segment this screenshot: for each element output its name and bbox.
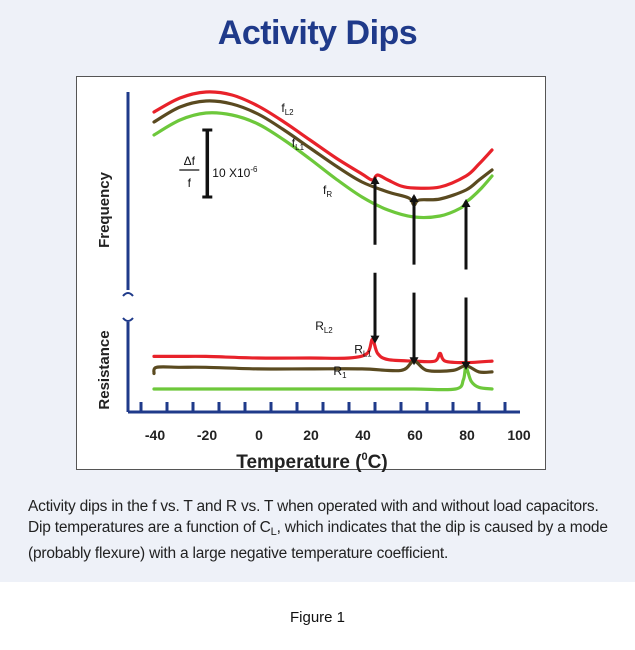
- resistance-line-RL1: [152, 359, 494, 376]
- caption-subscript: L: [270, 526, 277, 538]
- frequency-line-fL2: [152, 90, 494, 190]
- y-axis-label-resistance: Resistance: [96, 330, 113, 409]
- x-tick-label: 60: [407, 427, 423, 443]
- scale-bar-f: f: [188, 176, 192, 190]
- x-axis-label: Temperature (0C): [236, 451, 387, 473]
- caption-text-start: Activity dips in the f vs. T and R vs. T…: [28, 498, 599, 536]
- frequency-line-fR: [152, 111, 494, 220]
- dip-arrow-head: [461, 199, 471, 207]
- y-axis-label-frequency: Frequency: [96, 171, 113, 248]
- x-tick-label: 0: [255, 427, 263, 443]
- scale-bar-delta-f: Δf: [184, 154, 196, 168]
- curve-label-RL1: RL1: [354, 342, 372, 358]
- scale-bar-value: 10 X10-6: [212, 165, 258, 180]
- resistance-line-RL2: [152, 337, 494, 365]
- curve-label-RL2: RL2: [315, 319, 333, 335]
- axis-break-mark: [122, 292, 134, 297]
- curve-label-fL1: fL1: [292, 136, 305, 152]
- dip-arrow-head: [370, 176, 380, 184]
- dip-arrow-head: [409, 357, 419, 366]
- curve-layer: [152, 90, 494, 392]
- chart-svg: -40 -20 0 20 40 60 80 100 Frequency Resistance Tem…: [96, 90, 531, 473]
- x-tick-label: 80: [459, 427, 475, 443]
- dip-arrow-head: [461, 361, 471, 370]
- dip-arrow-head: [409, 194, 419, 202]
- label-layer: -40 -20 0 20 40 60 80 100 Frequency Resistance Tem…: [96, 101, 531, 473]
- x-tick-label: 40: [355, 427, 371, 443]
- dip-arrow-head: [370, 335, 380, 344]
- frequency-line-fL1: [152, 99, 494, 207]
- x-tick-label: -20: [197, 427, 217, 443]
- curve-label-R1: R1: [333, 364, 347, 380]
- caption-text-end: , which indicates that the dip is caused…: [28, 519, 608, 562]
- chart-title: Activity Dips: [217, 14, 418, 52]
- x-tick-label: -40: [145, 427, 165, 443]
- curve-label-fL2: fL2: [281, 101, 294, 117]
- arrow-layer: [370, 176, 471, 370]
- x-tick-label: 20: [303, 427, 319, 443]
- x-tick-label: 100: [507, 427, 531, 443]
- curve-label-fR: fR: [323, 183, 332, 199]
- resistance-line-R1: [152, 365, 494, 392]
- figure-label: Figure 1: [289, 609, 346, 626]
- axis-break-mark: [122, 317, 134, 322]
- axes-layer: [122, 92, 520, 414]
- figure-caption: Activity dips in the f vs. T and R vs. T…: [28, 496, 618, 564]
